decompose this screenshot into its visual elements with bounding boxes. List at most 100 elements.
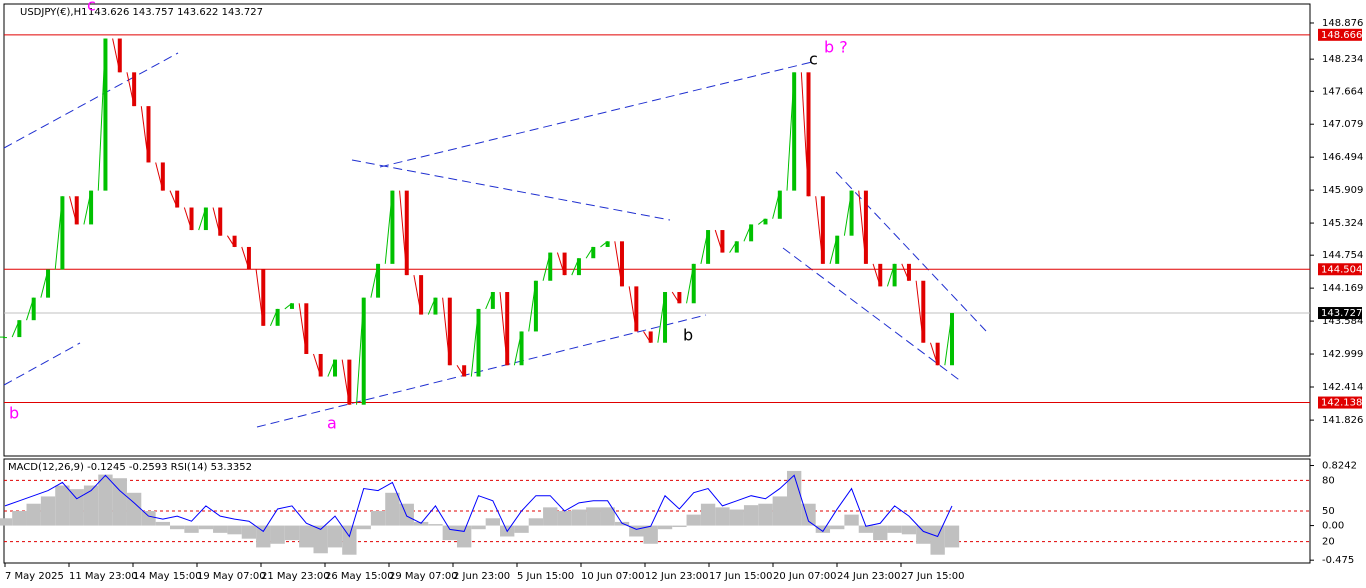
candle <box>218 207 223 236</box>
level-label: 148.666 <box>1321 30 1362 41</box>
candle <box>691 263 696 304</box>
macd-bar <box>155 521 171 526</box>
rsi-tick-label: 80 <box>1322 475 1335 486</box>
x-tick-label: 24 Jun 23:00 <box>837 571 901 582</box>
macd-bar <box>786 470 802 526</box>
candle <box>376 263 381 298</box>
y-tick-label: 141.826 <box>1322 415 1363 426</box>
macd-bar <box>69 489 84 526</box>
macd-bar <box>284 525 300 541</box>
macd-bar <box>743 505 759 526</box>
candle <box>576 258 581 276</box>
wave-label: c <box>809 50 818 69</box>
candle <box>347 359 352 405</box>
macd-bar <box>385 492 400 526</box>
rsi-tick-label: 50 <box>1322 506 1335 517</box>
macd-bar <box>112 478 127 526</box>
trendline <box>835 171 987 332</box>
macd-bar <box>456 525 472 548</box>
wave-label: b <box>9 404 19 423</box>
last-price-label: 143.727 <box>1321 308 1362 319</box>
macd-bar <box>485 518 501 526</box>
candle <box>619 241 624 287</box>
candle <box>734 241 739 253</box>
candle <box>333 359 338 377</box>
candle <box>17 320 22 338</box>
symbol-title: USDJPY(€),H1 <box>20 7 87 18</box>
candle <box>3 337 7 339</box>
candle <box>863 190 868 264</box>
trendline <box>379 61 813 168</box>
x-tick-label: 5 Jun 15:00 <box>517 571 574 582</box>
candle <box>74 196 79 225</box>
macd-bar <box>313 525 328 554</box>
trendline <box>3 52 179 149</box>
macd-bar <box>55 485 70 526</box>
candle <box>591 246 596 259</box>
y-tick-label: 145.909 <box>1322 185 1363 196</box>
candle <box>46 269 51 298</box>
candle <box>31 297 36 321</box>
level-label-bg <box>1318 28 1362 41</box>
candle <box>275 308 280 326</box>
macd-bar <box>557 511 572 526</box>
indicator-title: MACD(12,26,9) -0.1245 -0.2593 RSI(14) 53… <box>8 462 252 473</box>
candle <box>146 106 151 163</box>
macd-bar <box>141 511 156 526</box>
macd-bar <box>758 503 773 526</box>
macd-bar <box>227 525 242 535</box>
x-tick-label: 26 May 15:00 <box>325 571 394 582</box>
candle <box>462 365 467 377</box>
macd-bar <box>370 511 386 526</box>
macd-bar <box>571 509 587 526</box>
candle <box>820 196 825 264</box>
macd-bar <box>299 525 314 548</box>
macd-bar <box>528 518 544 526</box>
candle <box>117 38 122 73</box>
macd-bar <box>327 525 343 548</box>
candle <box>390 190 395 264</box>
macd-bar <box>930 525 945 555</box>
macd-bar <box>471 525 486 530</box>
macd-bar <box>399 503 414 526</box>
level-label: 142.138 <box>1321 398 1362 409</box>
macd-bar <box>198 525 214 530</box>
x-tick-label: 12 Jun 23:00 <box>645 571 709 582</box>
macd-bar <box>629 525 644 537</box>
candle <box>203 207 208 231</box>
candle <box>892 263 897 287</box>
y-tick-label: 148.876 <box>1322 18 1363 29</box>
macd-bar <box>98 474 113 526</box>
candle <box>103 38 108 191</box>
candle <box>318 353 323 377</box>
macd-bar <box>342 525 357 555</box>
macd-bar <box>715 507 730 526</box>
macd-tick-label: 0.8242 <box>1322 461 1357 472</box>
candle <box>548 252 553 281</box>
wave-label: b <box>683 326 693 345</box>
macd-bar <box>543 507 558 526</box>
macd-bar <box>184 525 199 533</box>
candle <box>763 218 768 225</box>
candle <box>132 72 137 107</box>
macd-bar <box>858 525 874 533</box>
x-tick-label: 7 May 2025 <box>5 571 64 582</box>
x-tick-label: 2 Jun 23:00 <box>453 571 510 582</box>
macd-bar <box>40 496 56 526</box>
trendline <box>782 247 963 383</box>
level-label-bg <box>1318 396 1362 409</box>
candle <box>792 72 797 191</box>
wave-label: c <box>87 0 96 15</box>
candle <box>806 72 811 197</box>
candle <box>878 263 883 287</box>
x-tick-label: 10 Jun 07:00 <box>581 571 645 582</box>
macd-bar <box>916 525 931 544</box>
candle <box>749 224 754 242</box>
candle <box>89 190 94 225</box>
candle <box>663 292 668 343</box>
candle <box>404 190 409 276</box>
macd-bar <box>12 511 27 526</box>
y-tick-label: 148.234 <box>1322 54 1363 65</box>
macd-tick-label: 0.00 <box>1322 521 1344 532</box>
candle <box>60 196 65 270</box>
